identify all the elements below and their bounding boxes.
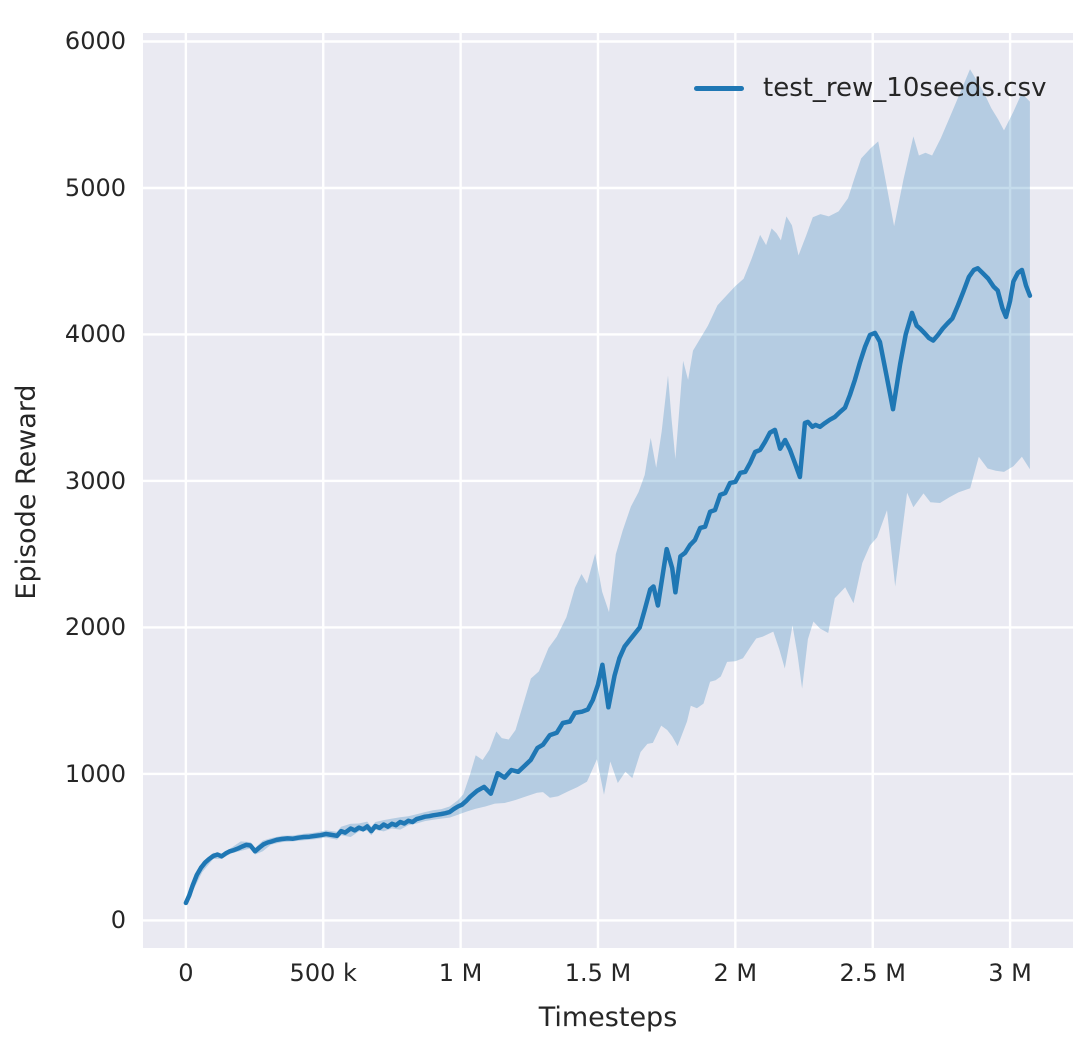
- legend-line-sample-icon: [694, 85, 744, 91]
- mean-line: [183, 266, 1033, 906]
- y-tick-label-0: 0: [110, 906, 126, 935]
- legend: test_rew_10seeds.csv: [694, 73, 1046, 103]
- y-tick-label-6: 6000: [64, 27, 126, 56]
- x-tick-label-5: 2.5 M: [839, 959, 906, 987]
- y-tick-label-5: 5000: [64, 173, 126, 202]
- x-tick-label-3: 1.5 M: [564, 959, 632, 987]
- x-tick-label-4: 2 M: [713, 959, 758, 987]
- axes-background: [143, 33, 1073, 948]
- x-axis-label: Timesteps: [538, 1002, 678, 1033]
- y-tick-label-3: 3000: [64, 466, 126, 495]
- x-tick-label-6: 3 M: [988, 959, 1032, 987]
- y-tick-label-1: 1000: [64, 759, 126, 788]
- y-tick-label-2: 2000: [64, 613, 126, 642]
- x-tick-label-2: 1 M: [438, 959, 483, 987]
- x-tick-label-0: 0: [178, 959, 194, 987]
- x-tick-label-1: 500 k: [289, 959, 357, 987]
- y-tick-label-4: 4000: [64, 320, 126, 349]
- confidence-band: [185, 69, 1030, 905]
- legend-label: test_rew_10seeds.csv: [763, 73, 1047, 103]
